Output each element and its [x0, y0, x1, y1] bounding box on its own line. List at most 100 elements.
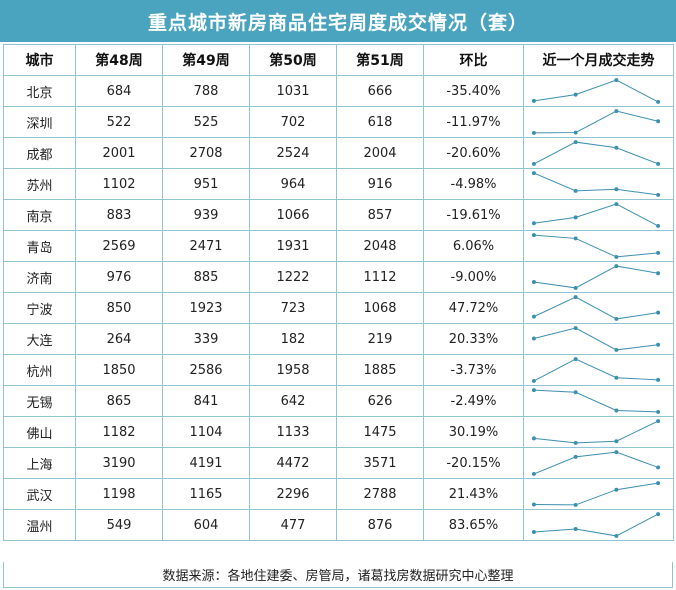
sparkline-point: [531, 378, 536, 383]
source-note: 数据来源：各地住建委、房管局，诸葛找房数据研究中心整理: [3, 562, 673, 588]
sparkline-point: [573, 140, 578, 145]
sparkline-line: [533, 513, 659, 537]
trend-cell: [523, 261, 674, 293]
sparkline-point: [656, 419, 661, 424]
table-row: 宁波 850 1923 723 1068 47.72%: [3, 292, 674, 324]
value-cell: 1165: [162, 478, 250, 510]
change-cell: 6.06%: [423, 230, 524, 262]
value-cell: 2004: [336, 137, 424, 169]
sparkline: [531, 295, 661, 321]
table-row: 成都 2001 2708 2524 2004 -20.60%: [3, 137, 674, 169]
sparkline-line: [533, 389, 659, 413]
table-row: 深圳 522 525 702 618 -11.97%: [3, 106, 674, 138]
value-cell: 684: [75, 75, 163, 107]
city-cell: 武汉: [3, 478, 76, 510]
city-cell: 深圳: [3, 106, 76, 138]
change-cell: 83.65%: [423, 509, 524, 541]
city-cell: 温州: [3, 509, 76, 541]
value-cell: 1931: [249, 230, 337, 262]
sparkline-line: [533, 296, 659, 320]
header-trend: 近一个月成交走势: [523, 44, 674, 76]
sparkline-line: [533, 234, 659, 258]
trend-cell: [523, 106, 674, 138]
city-cell: 宁波: [3, 292, 76, 324]
table-row: 北京 684 788 1031 666 -35.40%: [3, 75, 674, 107]
change-cell: 20.33%: [423, 323, 524, 355]
city-cell: 南京: [3, 199, 76, 231]
sparkline-point: [573, 295, 578, 300]
trend-cell: [523, 385, 674, 417]
sparkline-point: [531, 502, 536, 507]
value-cell: 2788: [336, 478, 424, 510]
trend-cell: [523, 292, 674, 324]
sparkline-point: [656, 271, 661, 276]
change-cell: -3.73%: [423, 354, 524, 386]
trend-cell: [523, 168, 674, 200]
value-cell: 916: [336, 168, 424, 200]
value-cell: 1112: [336, 261, 424, 293]
city-cell: 北京: [3, 75, 76, 107]
value-cell: 976: [75, 261, 163, 293]
value-cell: 604: [162, 509, 250, 541]
sparkline-point: [573, 130, 578, 135]
value-cell: 525: [162, 106, 250, 138]
sparkline-point: [573, 236, 578, 241]
value-cell: 2586: [162, 354, 250, 386]
sparkline: [531, 450, 661, 476]
sparkline: [531, 419, 661, 445]
sparkline-line: [533, 327, 659, 351]
data-table: 城市 第48周 第49周 第50周 第51周 环比 近一个月成交走势 北京 684…: [3, 44, 674, 541]
sparkline-point: [614, 487, 619, 492]
change-cell: 21.43%: [423, 478, 524, 510]
sparkline-point: [614, 347, 619, 352]
value-cell: 2708: [162, 137, 250, 169]
table-row: 大连 264 339 182 219 20.33%: [3, 323, 674, 355]
sparkline-point: [656, 342, 661, 347]
change-cell: -20.60%: [423, 137, 524, 169]
sparkline-point: [614, 202, 619, 207]
sparkline-point: [614, 254, 619, 259]
value-cell: 964: [249, 168, 337, 200]
table-row: 武汉 1198 1165 2296 2788 21.43%: [3, 478, 674, 510]
sparkline-line: [533, 141, 659, 165]
value-cell: 2296: [249, 478, 337, 510]
sparkline-line: [533, 358, 659, 382]
sparkline-point: [614, 439, 619, 444]
table-row: 济南 976 885 1222 1112 -9.00%: [3, 261, 674, 293]
value-cell: 1102: [75, 168, 163, 200]
value-cell: 4191: [162, 447, 250, 479]
change-cell: 47.72%: [423, 292, 524, 324]
sparkline-point: [614, 264, 619, 269]
value-cell: 339: [162, 323, 250, 355]
value-cell: 1958: [249, 354, 337, 386]
sparkline-line: [533, 203, 659, 227]
trend-cell: [523, 509, 674, 541]
value-cell: 1885: [336, 354, 424, 386]
sparkline-point: [573, 502, 578, 507]
trend-cell: [523, 230, 674, 262]
sparkline-point: [614, 78, 619, 83]
sparkline-point: [614, 316, 619, 321]
city-cell: 济南: [3, 261, 76, 293]
value-cell: 3190: [75, 447, 163, 479]
sparkline: [531, 109, 661, 135]
value-cell: 219: [336, 323, 424, 355]
sparkline-point: [531, 388, 536, 393]
sparkline-point: [531, 171, 536, 176]
sparkline-point: [531, 98, 536, 103]
city-cell: 杭州: [3, 354, 76, 386]
value-cell: 264: [75, 323, 163, 355]
sparkline-point: [531, 280, 536, 285]
sparkline-point: [656, 512, 661, 517]
value-cell: 1475: [336, 416, 424, 448]
value-cell: 618: [336, 106, 424, 138]
sparkline-point: [531, 336, 536, 341]
sparkline: [531, 512, 661, 538]
value-cell: 549: [75, 509, 163, 541]
sparkline-point: [531, 436, 536, 441]
sparkline: [531, 78, 661, 104]
sparkline-point: [614, 187, 619, 192]
value-cell: 626: [336, 385, 424, 417]
sparkline: [531, 481, 661, 507]
value-cell: 1850: [75, 354, 163, 386]
